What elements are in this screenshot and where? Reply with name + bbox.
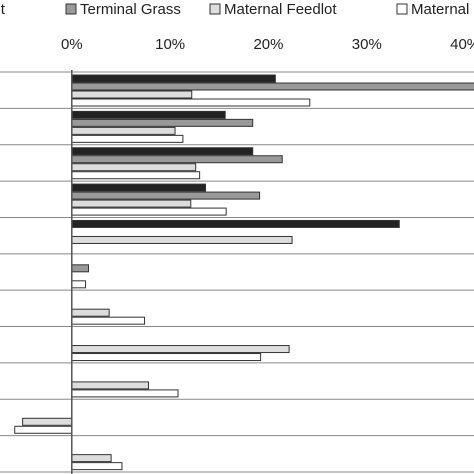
legend-label: Terminal Grass [80,1,181,18]
bar [71,454,112,463]
x-tick-label: 30% [352,36,382,53]
x-tick-label: 40% [450,36,474,53]
bar [71,199,192,208]
bar [71,147,254,156]
bar [71,82,474,91]
bar [71,163,197,172]
legend-label: Terminal Feedlot [0,1,6,18]
bar [71,389,179,398]
bar [71,126,176,135]
bar [71,353,262,362]
bar [22,417,73,426]
legend-swatch [396,3,408,15]
bar [71,98,311,107]
x-tick-label: 10% [155,36,185,53]
bar [71,219,400,228]
bar [14,425,73,434]
bar [71,280,87,289]
bar [71,316,146,325]
bar [71,207,227,216]
bar [71,308,110,317]
legend-label: Maternal Grass [411,1,474,18]
bar [71,381,149,390]
legend-swatch [65,3,77,15]
bar [71,134,184,143]
bar [71,155,283,164]
x-tick-label: 0% [61,36,83,53]
legend-label: Maternal Feedlot [224,1,337,18]
bar [71,90,193,99]
legend-swatch [209,3,221,15]
bar [71,264,90,273]
bar [71,171,201,180]
bar [71,118,254,127]
bar [71,345,290,354]
bar [71,183,207,192]
x-tick-label: 20% [253,36,283,53]
bar [71,462,123,471]
bar [71,191,261,200]
bar [71,110,226,119]
bar [71,235,293,244]
bar [71,74,276,83]
